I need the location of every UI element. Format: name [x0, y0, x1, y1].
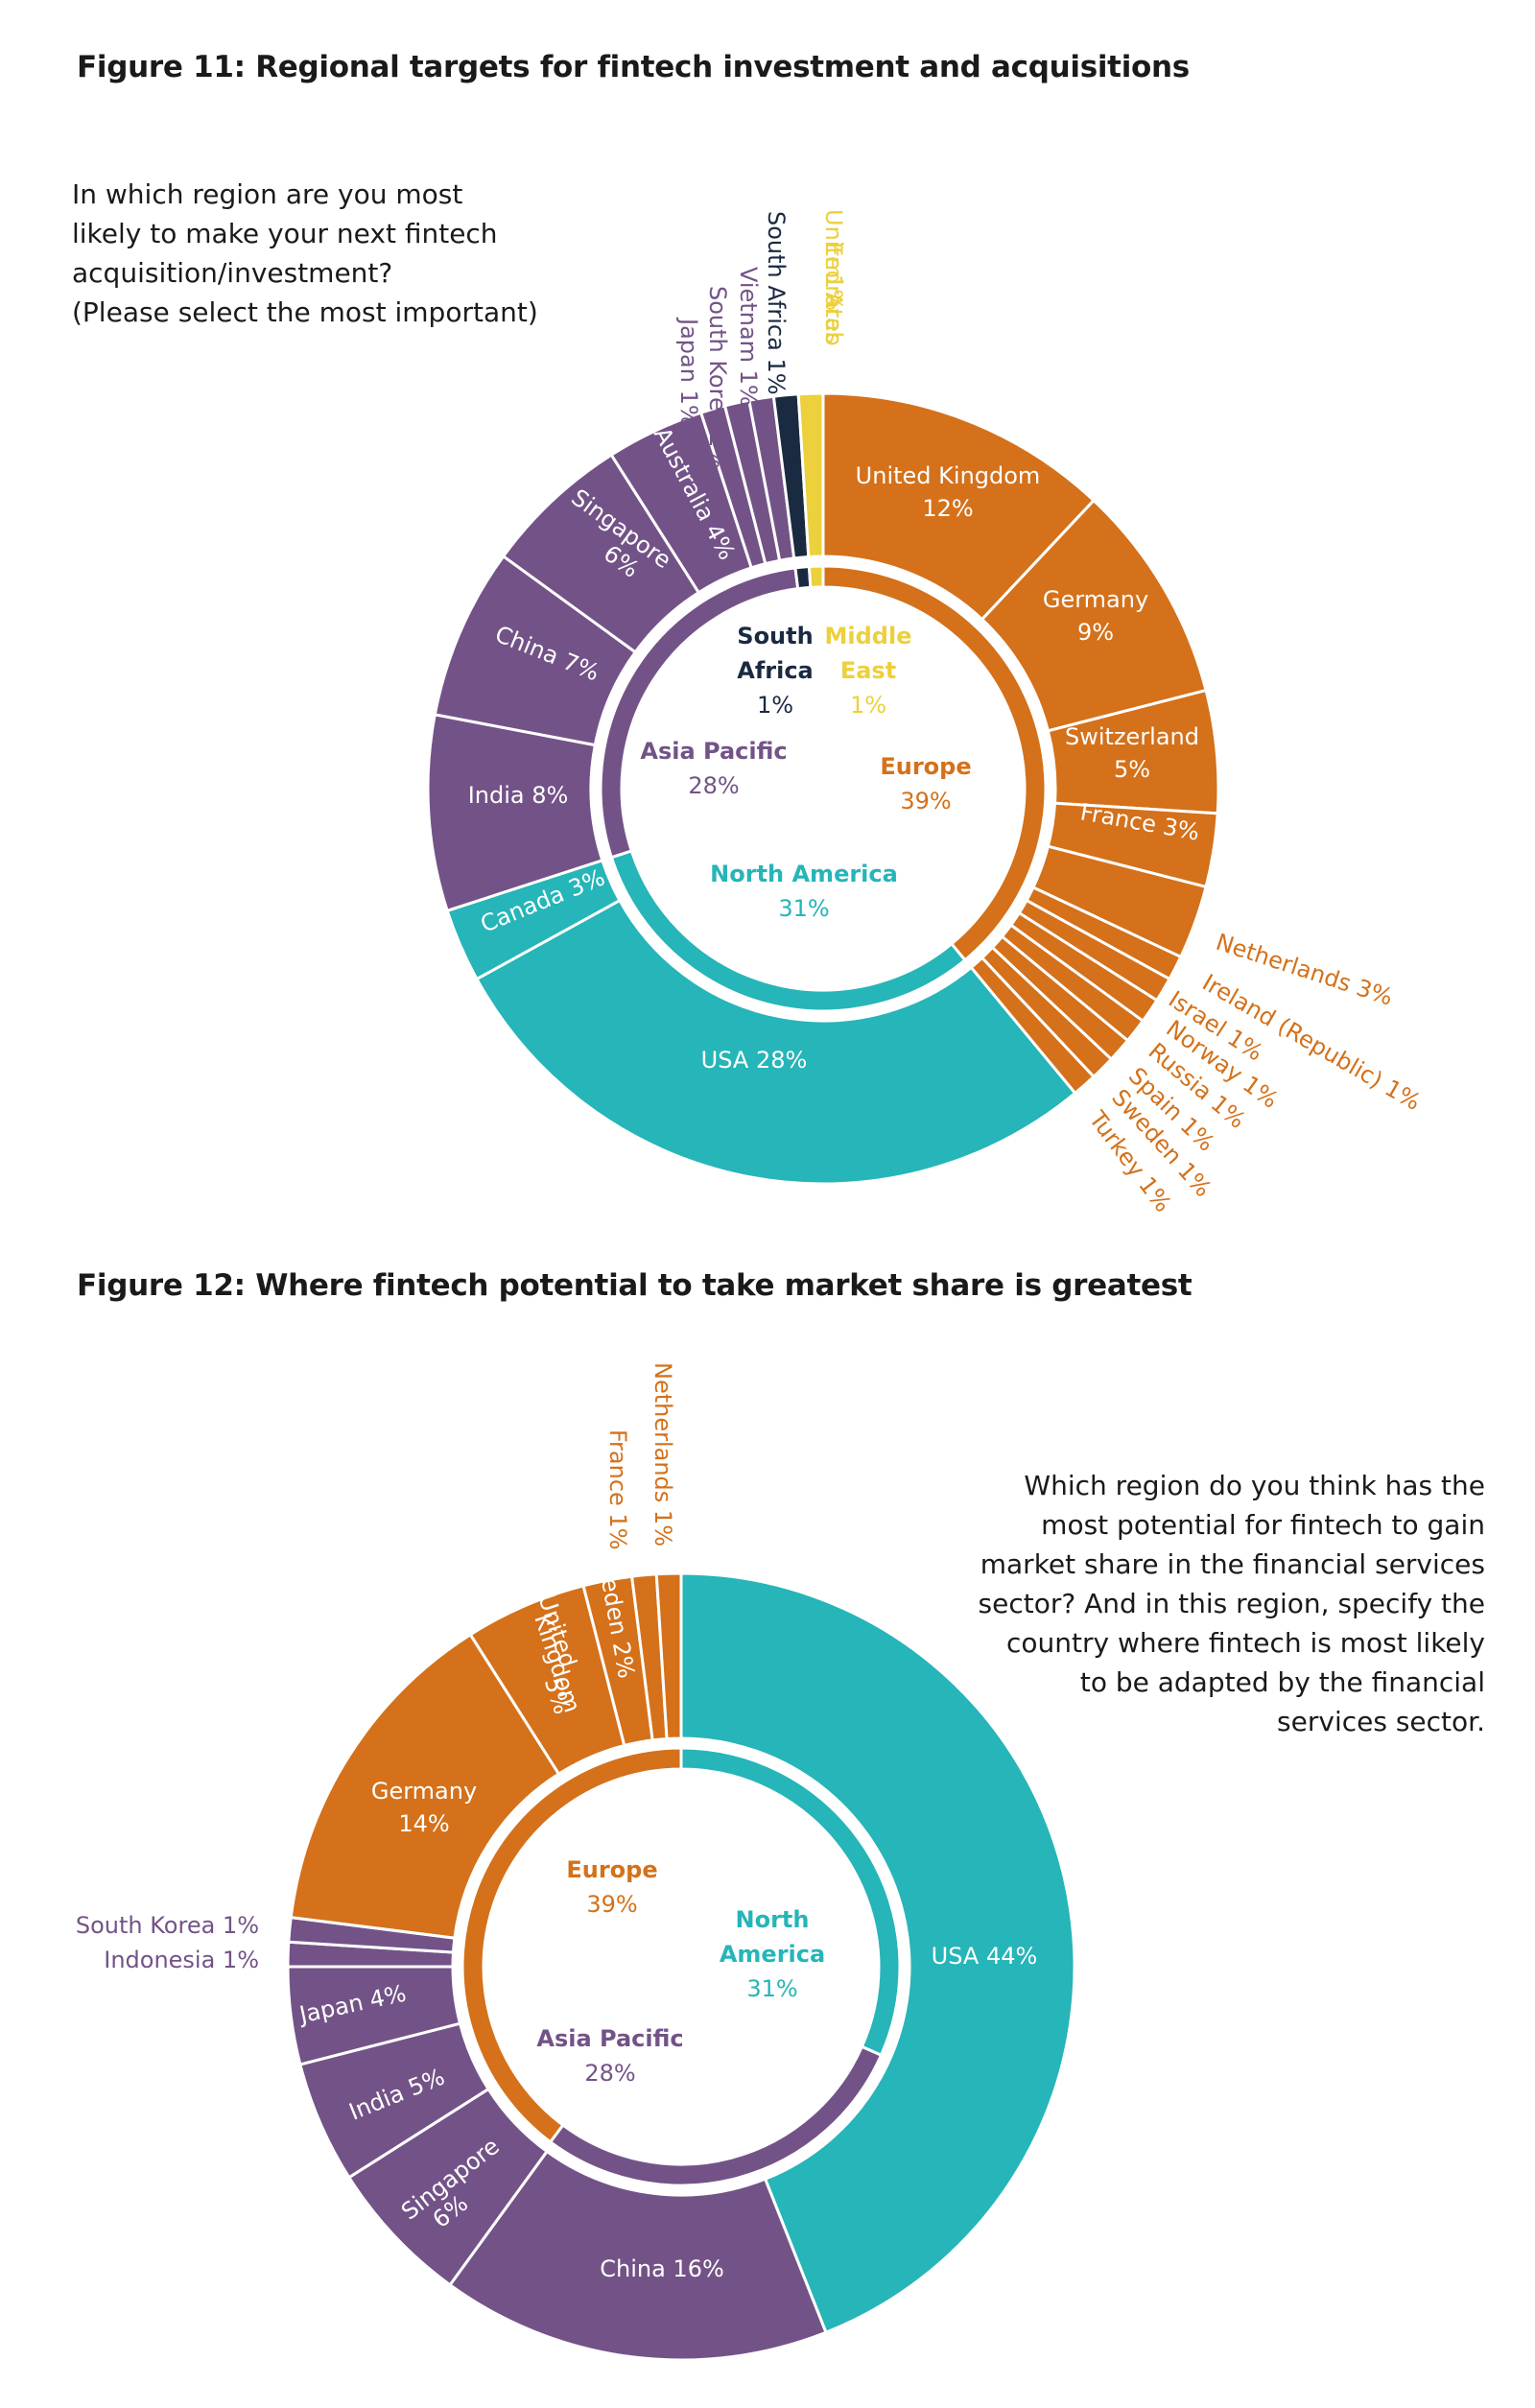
country-label-south-korea: South Korea 1%: [76, 1912, 259, 1939]
country-arc-usa: [474, 898, 1077, 1186]
region-value-north-america: 31%: [778, 895, 829, 922]
question-line: Which region do you think has the: [1024, 1470, 1485, 1501]
question-line: acquisition/investment?: [72, 257, 393, 289]
country-arc-united-arab-emirates: [796, 391, 825, 559]
country-label-germany: Germany: [371, 1778, 477, 1805]
country-value-switzerland: 5%: [1114, 756, 1150, 783]
question-line: country where fintech is most likely: [1006, 1627, 1485, 1659]
region-value-south-africa: 1%: [757, 692, 793, 719]
question-line: likely to make your next fintech: [72, 218, 498, 249]
region-label-europe: Europe: [566, 1856, 657, 1883]
question-line: In which region are you most: [72, 178, 463, 210]
region-arc-middle-east: [807, 564, 825, 590]
country-label-india: India 8%: [468, 782, 569, 809]
country-label-south-africa: South Africa 1%: [763, 211, 790, 395]
question-line: most potential for fintech to gain: [1041, 1509, 1485, 1541]
question-line: market share in the financial services: [980, 1548, 1485, 1580]
figure-11-title: Figure 11: Regional targets for fintech …: [77, 50, 1190, 84]
figure-11-sunburst-chart: Europe 39% North America 31% Asia Pacific 28%…: [426, 209, 1426, 1217]
region-label-middle-east: Middle: [825, 623, 912, 649]
country-value-germany: 14%: [398, 1810, 449, 1837]
region-label-middle-east: East: [840, 657, 896, 684]
country-label-united-arab-emirates: Emirates: [820, 242, 847, 343]
country-label-netherlands: Netherlands 1%: [649, 1362, 676, 1546]
region-label-europe: Europe: [880, 753, 971, 780]
region-label-asia-pacific: Asia Pacific: [640, 738, 787, 765]
country-label-united-kingdom: United Kingdom: [856, 462, 1041, 489]
question-line: sector? And in this region, specify the: [978, 1588, 1486, 1619]
country-value-united-arab-emirates: 1%: [820, 274, 847, 311]
region-value-north-america: 31%: [746, 1975, 797, 2002]
country-arc-usa: [679, 1571, 1076, 2335]
country-label-indonesia: Indonesia 1%: [104, 1947, 259, 1973]
region-label-south-africa: South: [737, 623, 813, 649]
question-line: (Please select the most important): [72, 296, 538, 328]
country-arc-germany: [289, 1632, 561, 1940]
country-label-vietnam: Vietnam 1%: [735, 267, 762, 407]
region-label-north-america: North: [736, 1906, 810, 1933]
region-label-south-africa: Africa: [737, 657, 814, 684]
country-value-united-kingdom: 12%: [922, 495, 973, 522]
region-label-north-america: America: [720, 1941, 825, 1968]
country-label-united-arab-emirates: United Arab: [820, 209, 847, 346]
region-value-middle-east: 1%: [850, 692, 886, 719]
region-label-north-america: North America: [710, 861, 898, 887]
country-label-germany: Germany: [1043, 586, 1148, 613]
region-value-asia-pacific: 28%: [688, 772, 739, 799]
country-label-switzerland: Switzerland: [1065, 723, 1199, 750]
country-arc-china: [447, 2149, 828, 2362]
region-label-asia-pacific: Asia Pacific: [536, 2025, 683, 2052]
question-line: to be adapted by the financial: [1079, 1666, 1485, 1698]
country-value-germany: 9%: [1077, 619, 1114, 646]
region-value-europe: 39%: [900, 788, 951, 814]
figure-11-question: In which region are you most likely to m…: [72, 175, 538, 332]
country-label-japan: Japan 1%: [675, 317, 702, 427]
question-line: services sector.: [1277, 1706, 1485, 1737]
figure-12-question: Which region do you think has the most p…: [979, 1466, 1486, 1741]
region-value-asia-pacific: 28%: [584, 2060, 635, 2087]
region-arc-europe: [460, 1746, 683, 2144]
country-arc-netherlands: [654, 1571, 683, 1741]
country-label-usa: USA 44%: [932, 1943, 1038, 1970]
figure-12-title: Figure 12: Where fintech potential to ta…: [77, 1268, 1193, 1303]
country-label-usa: USA 28%: [701, 1047, 808, 1074]
country-label-france: France 1%: [604, 1429, 631, 1550]
country-label-south-korea: South Korea 1%: [704, 286, 731, 469]
country-label-china: China 16%: [600, 2255, 724, 2282]
region-value-europe: 39%: [586, 1891, 637, 1918]
